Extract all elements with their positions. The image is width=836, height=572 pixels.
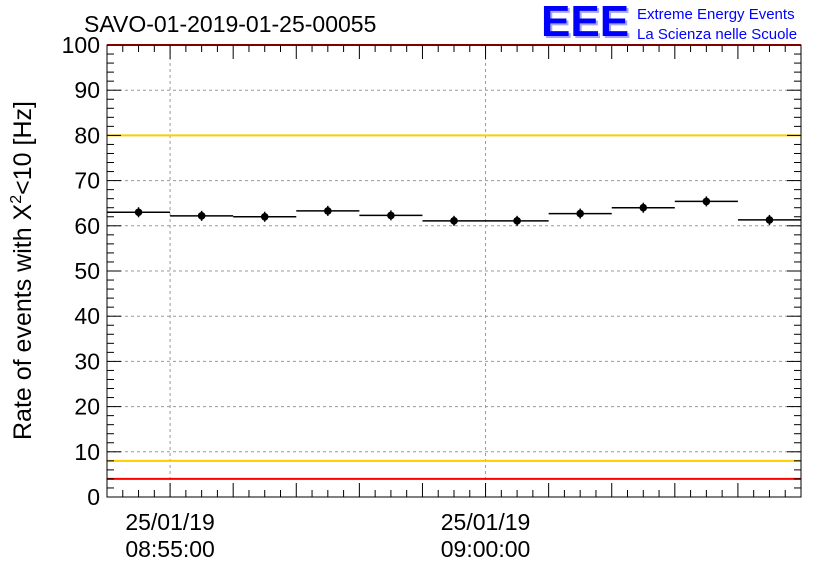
data-point-2: [233, 211, 297, 222]
data-point-marker: [134, 208, 143, 217]
logo-line-2: La Scienza nelle Scuole: [637, 26, 797, 43]
data-point-0: [107, 207, 171, 218]
y-tick-label-8: 80: [74, 122, 100, 148]
logo-line-1: Extreme Energy Events: [637, 6, 795, 23]
data-point-marker: [702, 197, 711, 206]
y-tick-label-2: 20: [74, 394, 100, 420]
y-tick-label-5: 50: [74, 258, 100, 284]
data-point-marker: [387, 211, 395, 220]
plot-area: 010203040506070809010025/01/1908:55:0025…: [62, 32, 802, 562]
y-axis-label: Rate of events with X2<10 [Hz]: [8, 101, 37, 440]
eee-logo-letters: EEE: [541, 0, 629, 46]
y-axis-label-chi: X: [9, 203, 37, 220]
y-axis-label-main: Rate of events with: [9, 220, 37, 440]
data-point-4: [359, 210, 423, 221]
data-point-marker: [197, 212, 206, 220]
x-tick-label-date-0: 25/01/19: [125, 509, 215, 535]
eee-logo: EEE EEE Extreme Energy Events La Scienza…: [541, 0, 797, 48]
y-tick-label-10: 100: [62, 32, 100, 58]
data-point-marker: [513, 217, 521, 225]
y-tick-label-4: 40: [74, 303, 100, 329]
data-point-3: [296, 205, 360, 216]
data-point-marker: [450, 217, 458, 225]
y-tick-label-3: 30: [74, 348, 100, 374]
eee-logo-shadow: EEE: [543, 0, 631, 48]
x-tick-label-date-1: 25/01/19: [441, 509, 531, 535]
data-point-marker: [260, 212, 269, 221]
y-tick-label-1: 10: [74, 439, 100, 465]
data-point-8: [611, 202, 675, 213]
data-point-1: [170, 210, 234, 221]
y-tick-label-6: 60: [74, 213, 100, 239]
data-point-9: [674, 196, 738, 207]
y-tick-label-7: 70: [74, 168, 100, 194]
x-tick-label-time-0: 08:55:00: [125, 536, 215, 562]
data-point-7: [548, 208, 612, 219]
data-point-marker: [576, 209, 584, 218]
data-point-10: [737, 214, 801, 225]
y-tick-label-9: 90: [74, 77, 100, 103]
data-point-6: [485, 215, 549, 226]
data-point-marker: [639, 203, 648, 212]
chart-title: SAVO-01-2019-01-25-00055: [84, 11, 376, 37]
data-point-5: [422, 215, 486, 226]
data-point-marker: [324, 207, 332, 215]
data-point-marker: [765, 216, 774, 224]
y-axis-label-tail: <10 [Hz]: [9, 101, 37, 195]
y-axis-label-sup: 2: [8, 195, 25, 204]
y-tick-label-0: 0: [87, 484, 100, 510]
x-tick-label-time-1: 09:00:00: [441, 536, 531, 562]
